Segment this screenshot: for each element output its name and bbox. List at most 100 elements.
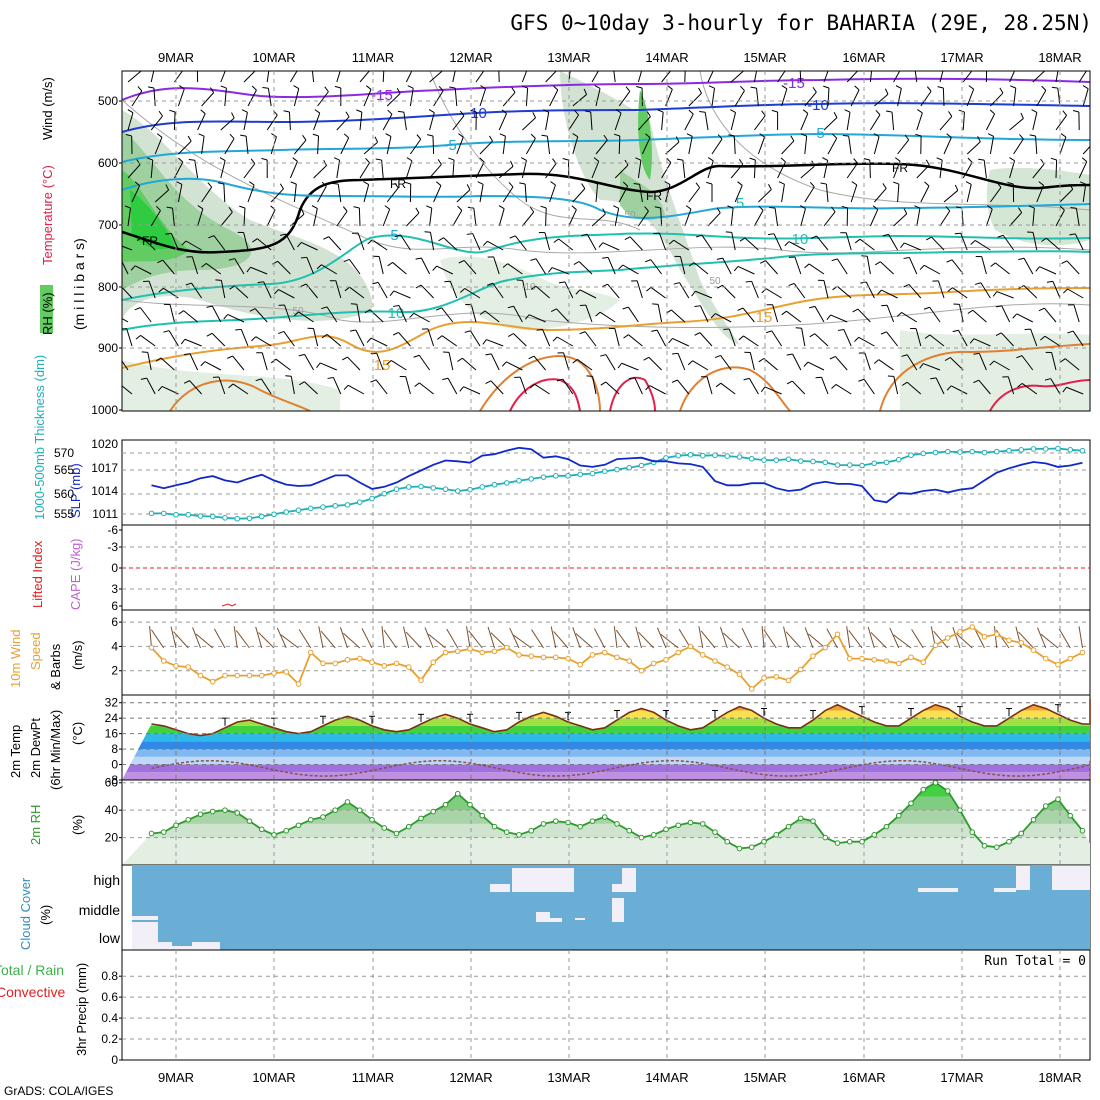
wind10-barb [531,629,544,649]
wind-barb [897,184,900,203]
wind-barb-flag [794,63,800,64]
wind-barb [1023,258,1034,275]
wind10-barb [572,627,581,649]
date-label-bottom: 14MAR [645,1070,688,1085]
wind-barb [317,91,329,107]
wind-barb-flag [615,109,622,114]
wind-barb-flag [628,377,635,380]
wind-barb [614,112,622,131]
wind-barb-flag [625,86,631,92]
wind-barb [935,377,945,395]
wind-barb [794,256,802,275]
date-label-top: 12MAR [449,50,492,65]
wind-barb-flag [223,62,228,66]
wind-barb [382,71,385,83]
wind-barb [665,184,671,203]
wind10-barb [911,629,924,649]
wind-barb [535,258,547,275]
wind-barb-flag [285,375,292,377]
wind10-barb [320,630,336,649]
cape-blip [221,603,237,607]
wind-barb [549,89,559,107]
wind-barb [398,332,411,347]
wind10-line-point [295,681,302,687]
wind-barb-flag [759,260,766,264]
wind-barb-flag [645,133,651,139]
wind-barb-flag [987,133,994,137]
thickness-line-point [834,462,841,468]
wind10-line-point [381,663,388,669]
wind-barb-flag [343,258,350,263]
wind-barb-flag [947,287,953,292]
wind10-line-point [699,652,706,658]
wind-barb [920,185,930,203]
wind-barb-flag [198,133,205,137]
wind-barb [386,187,399,203]
wind-barb [1032,163,1045,179]
tick-label: 0 [111,1053,118,1067]
wind-barb-flag [155,205,161,211]
wind-barb-flag [349,329,356,332]
wind-barb-flag [675,136,680,143]
wind-barb [393,290,411,299]
wind-barb [858,336,875,347]
wind-barb-flag [179,85,185,90]
wind-barb-flag [863,158,870,161]
date-label-top: 15MAR [743,50,786,65]
wind-barb-flag [573,261,580,265]
wind-barb-flag [767,233,775,236]
rh2m-line-point [332,807,339,813]
wind-barb-flag [758,358,765,363]
wind-barb [706,376,713,395]
wind-barb-flag [342,206,348,212]
wind-barb-flag [844,109,851,113]
wind-barb-flag [252,238,258,243]
wind-barb-flag [394,234,401,238]
wind-barb [277,260,291,275]
wind-barb [153,88,156,107]
wind-barb-flag [823,85,830,89]
rh2m-line-point [846,838,853,845]
wind10-barb [446,628,459,649]
wind-barb [313,165,327,179]
thickness-line-point [895,456,902,463]
wind10-line-point [173,663,179,669]
tick-label: 2 [111,664,118,678]
thickness-line-point [932,449,939,456]
wind-barb [528,314,546,323]
wind10-barb [719,626,728,649]
contour-label: 5 [736,195,744,212]
wind10-line-point [258,672,265,679]
wind-barb-flag [553,238,559,243]
temp2m-label: 2m Temp [8,725,23,778]
thickness-line-point [920,450,927,457]
wind-barb [634,377,643,395]
wind-barb [224,88,227,107]
wind-barb-flag [954,184,959,191]
wind-barb-flag [344,286,350,292]
wind-barb-flag [524,62,529,66]
wind-barb-flag [593,157,600,162]
rh2m-line-point [736,845,743,852]
wind-barb [637,160,642,179]
wind-barb-flag [441,65,444,70]
wind-barb-flag [480,85,486,90]
tick-label: 1020 [91,437,118,451]
wind-barb-flag [643,356,650,361]
wind-barb [763,358,778,371]
wind-barb-flag [485,380,492,385]
wind-barb-flag [995,305,1002,308]
wind-barb [283,331,295,347]
wind-barb-flag [166,206,173,209]
wind-barb [484,310,500,323]
rh2m-label: 2m RH [28,805,43,845]
wind-barb [951,259,964,275]
wind-barb [522,117,536,131]
tick-label: 20 [105,831,119,845]
wind-barb [479,88,487,107]
wind-barb-flag [995,332,1002,337]
wind-barb [359,162,370,179]
wind-barb-flag [532,112,537,118]
wind10-line-point [454,648,461,655]
